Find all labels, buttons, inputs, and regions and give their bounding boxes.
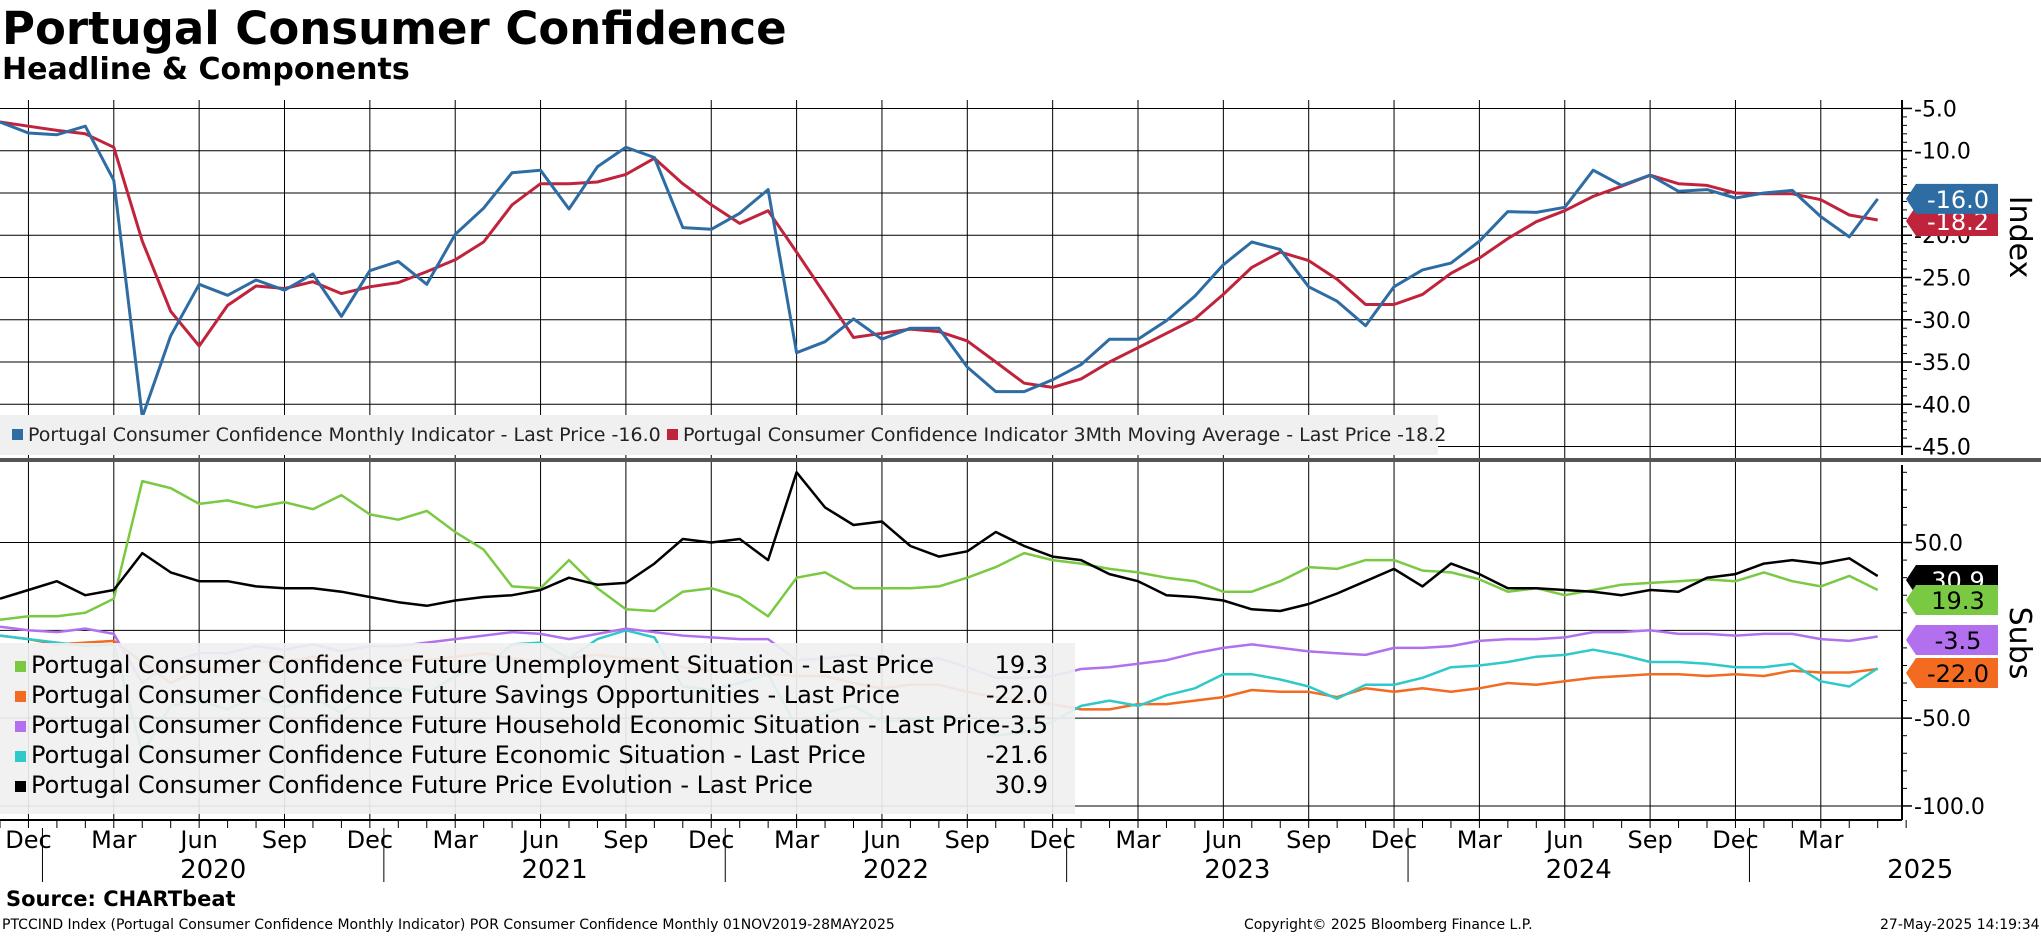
x-tick-label: Sep [603, 826, 648, 854]
legend-value: 19.3 [995, 651, 1048, 679]
year-label: 2024 [1546, 855, 1612, 885]
y-tick-label: -40.0 [1914, 393, 1971, 418]
legend-top: Portugal Consumer Confidence Monthly Ind… [0, 415, 1446, 455]
x-tick-label: Jun [1544, 826, 1584, 854]
series-line [0, 120, 1879, 419]
tag-label: -22.0 [1927, 660, 1989, 688]
legend-entry: Portugal Consumer Confidence Future Econ… [31, 741, 866, 769]
x-tick-label: Sep [1286, 826, 1331, 854]
y-tick-label: -50.0 [1914, 707, 1971, 732]
legend-swatch [15, 691, 26, 702]
legend-swatch [15, 661, 26, 672]
series-line [0, 471, 1879, 613]
x-tick-label: Dec [347, 826, 393, 854]
x-tick-label: Mar [433, 826, 478, 854]
legend-entry: Portugal Consumer Confidence Future Pric… [31, 771, 813, 799]
legend-entry: Portugal Consumer Confidence Future Unem… [31, 651, 934, 679]
y-tick-label: -10.0 [1914, 140, 1971, 165]
last-value-tag: -22.0 [1906, 658, 1998, 688]
chart-subtitle: Headline & Components [2, 52, 410, 87]
legend-value: -3.5 [1001, 711, 1048, 739]
footer-copyright: Copyright© 2025 Bloomberg Finance L.P. [1244, 917, 1533, 933]
last-value-tag: -16.0 [1906, 183, 1998, 214]
y-tick-label: -100.0 [1914, 795, 1985, 820]
x-tick-label: Dec [688, 826, 734, 854]
last-value-tag: -3.5 [1906, 625, 1998, 655]
legend-value: -22.0 [986, 681, 1048, 709]
tag-label: -3.5 [1935, 627, 1982, 655]
legend-entry: Portugal Consumer Confidence Monthly Ind… [28, 424, 661, 446]
tag-label: -16.0 [1927, 186, 1989, 214]
legend-bottom: Portugal Consumer Confidence Future Unem… [0, 643, 1075, 814]
tag-shape [1906, 658, 1998, 688]
legend-swatch [15, 751, 26, 762]
x-tick-label: Dec [1371, 826, 1417, 854]
legend-swatch [12, 429, 23, 440]
legend-value: 30.9 [995, 771, 1048, 799]
x-tick-label: Jun [1203, 826, 1243, 854]
year-label: 2021 [521, 855, 587, 885]
legend-background [0, 415, 1438, 455]
last-value-tag: 19.3 [1906, 585, 1998, 615]
y-axis-title: Index [2002, 196, 2037, 279]
chart-title: Portugal Consumer Confidence [2, 2, 787, 55]
series-line [0, 120, 1878, 389]
x-tick-label: Sep [1627, 826, 1672, 854]
y-tick-label: -45.0 [1914, 436, 1971, 461]
x-tick-label: Dec [1712, 826, 1758, 854]
series-line [0, 479, 1879, 622]
year-label: 2025 [1887, 855, 1953, 885]
legend-swatch [667, 429, 678, 440]
tag-shape [1906, 625, 1998, 655]
year-label: 2023 [1204, 855, 1270, 885]
year-label: 2020 [180, 855, 246, 885]
x-tick-label: Mar [1798, 826, 1843, 854]
footer-description: PTCCIND Index (Portugal Consumer Confide… [2, 917, 895, 933]
legend-entry: Portugal Consumer Confidence Future Savi… [31, 681, 900, 709]
y-tick-label: -5.0 [1914, 97, 1957, 122]
legend-entry: Portugal Consumer Confidence Indicator 3… [683, 424, 1446, 446]
x-tick-label: Jun [861, 826, 901, 854]
y-axis-title: Subs [2002, 607, 2037, 680]
x-tick-label: Mar [1457, 826, 1502, 854]
legend-swatch [15, 721, 26, 732]
x-tick-label: Dec [5, 826, 51, 854]
legend-swatch [15, 781, 26, 792]
y-tick-label: -25.0 [1914, 267, 1971, 292]
y-tick-label: 50.0 [1914, 532, 1963, 557]
legend-background [0, 643, 1075, 814]
footer-timestamp: 27-May-2025 14:19:34 [1880, 917, 2040, 933]
x-tick-label: Sep [945, 826, 990, 854]
tag-shape [1906, 585, 1998, 615]
legend-value: -21.6 [986, 741, 1048, 769]
x-tick-label: Mar [1115, 826, 1160, 854]
x-tick-label: Dec [1029, 826, 1075, 854]
y-tick-label: -35.0 [1914, 351, 1971, 376]
year-label: 2022 [863, 855, 929, 885]
x-tick-label: Mar [774, 826, 819, 854]
tag-shape [1906, 183, 1998, 214]
y-tick-label: -30.0 [1914, 309, 1971, 334]
legend-entry: Portugal Consumer Confidence Future Hous… [31, 711, 1000, 739]
x-tick-label: Jun [178, 826, 218, 854]
x-tick-label: Sep [262, 826, 307, 854]
x-tick-label: Mar [91, 826, 136, 854]
x-tick-label: Jun [520, 826, 560, 854]
tag-label: 19.3 [1931, 587, 1984, 615]
source-label: Source: CHARTbeat [6, 887, 236, 911]
